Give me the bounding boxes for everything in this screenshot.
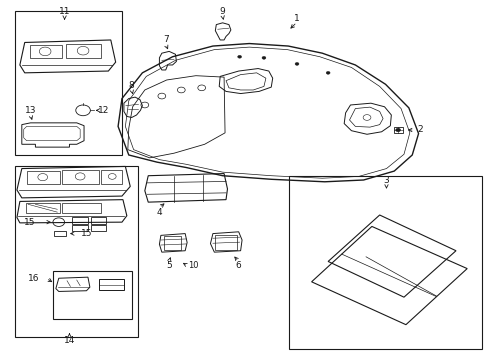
Text: 10: 10 [188,261,198,270]
Text: 1: 1 [294,14,299,23]
Text: 16: 16 [28,274,40,283]
Circle shape [262,57,265,59]
Text: 2: 2 [417,126,423,135]
Circle shape [325,71,329,74]
Circle shape [395,128,400,132]
Circle shape [294,63,298,65]
Text: 4: 4 [156,208,162,217]
Text: 6: 6 [235,261,241,270]
Text: 15: 15 [24,218,35,227]
Text: 5: 5 [166,261,172,270]
Text: 9: 9 [219,7,225,16]
Text: 7: 7 [163,36,168,45]
Text: 15: 15 [81,229,92,238]
Circle shape [237,55,241,58]
Text: 12: 12 [98,106,109,115]
Text: 11: 11 [59,7,70,16]
Text: 3: 3 [383,176,388,185]
Text: 8: 8 [128,81,134,90]
Text: 13: 13 [25,106,36,115]
Text: 14: 14 [63,336,75,345]
